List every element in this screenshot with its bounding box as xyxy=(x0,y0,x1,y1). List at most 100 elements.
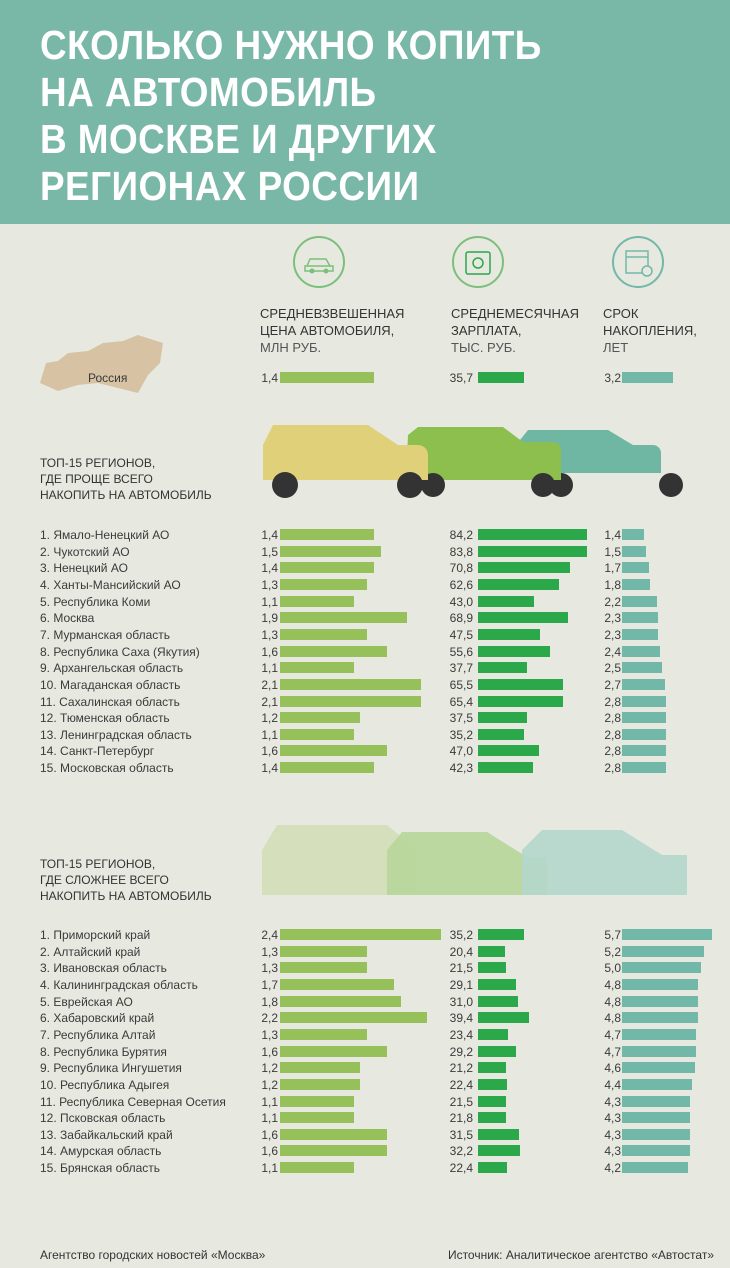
price-bar xyxy=(280,712,361,724)
salary-bar xyxy=(478,962,506,974)
price-bar xyxy=(280,662,354,674)
price-value: 1,3 xyxy=(261,627,278,642)
price-bar xyxy=(280,695,421,707)
salary-bar xyxy=(478,529,588,540)
salary-value: 21,5 xyxy=(449,1094,473,1109)
salary-value: 47,5 xyxy=(449,627,473,642)
salary-bar xyxy=(478,1028,509,1040)
term-value: 4,3 xyxy=(604,1111,621,1126)
salary-bar xyxy=(478,1012,530,1024)
term-bar xyxy=(622,578,651,590)
term-bar xyxy=(622,662,662,674)
term-bar xyxy=(622,612,659,624)
salary-value: 39,4 xyxy=(449,1011,473,1026)
price-value: 1,6 xyxy=(261,644,278,659)
salary-value: 35,2 xyxy=(449,928,473,942)
price-value: 1,6 xyxy=(261,1144,278,1159)
term-value: 2,3 xyxy=(604,611,621,626)
term-bar xyxy=(622,745,667,757)
salary-value: 21,5 xyxy=(449,961,473,976)
region-label: 7. Мурманская область xyxy=(40,627,171,642)
region-label: 8. Республика Саха (Якутия) xyxy=(40,644,200,659)
salary-value: 35,2 xyxy=(449,727,473,742)
column-header-price: СРЕДНЕВЗВЕШЕННАЯ ЦЕНА АВТОМОБИЛЯ, МЛН РУБ… xyxy=(260,306,405,355)
calendar-icon xyxy=(612,236,664,288)
price-bar xyxy=(280,995,401,1007)
term-bar xyxy=(622,762,667,774)
section-title-easiest: ТОП-15 РЕГИОНОВ, ГДЕ ПРОЩЕ ВСЕГО НАКОПИТ… xyxy=(40,456,212,502)
term-bar xyxy=(622,962,701,974)
region-label: 10. Республика Адыгея xyxy=(40,1077,170,1092)
term-bar xyxy=(622,1162,689,1174)
term-value: 5,2 xyxy=(604,944,621,959)
price-bar xyxy=(280,1145,388,1157)
salary-bar xyxy=(478,612,568,624)
salary-value: 68,9 xyxy=(449,611,473,626)
salary-bar xyxy=(478,1162,508,1174)
price-bar xyxy=(280,612,408,624)
term-value: 1,7 xyxy=(604,561,621,576)
salary-value: 29,2 xyxy=(449,1044,473,1059)
footer-source: Источник: Аналитическое агентство «Автос… xyxy=(447,1248,714,1262)
term-bar xyxy=(622,1095,690,1107)
price-bar xyxy=(280,1078,361,1090)
price-bar xyxy=(280,945,368,957)
term-bar xyxy=(622,628,659,640)
price-bar xyxy=(280,1112,354,1124)
price-bar xyxy=(280,1012,428,1024)
region-label: 8. Республика Бурятия xyxy=(40,1044,167,1059)
salary-value: 62,6 xyxy=(449,577,473,592)
term-bar xyxy=(622,1045,697,1057)
page-title: СКОЛЬКО НУЖНО КОПИТЬ НА АВТОМОБИЛЬ В МОС… xyxy=(40,22,542,209)
term-bar xyxy=(622,529,645,540)
term-bar xyxy=(622,1128,690,1140)
price-value: 2,2 xyxy=(261,1011,278,1026)
term-bar xyxy=(622,645,660,657)
term-value: 4,3 xyxy=(604,1094,621,1109)
price-bar xyxy=(280,745,388,757)
term-bar xyxy=(622,945,705,957)
price-value: 1,1 xyxy=(261,1094,278,1109)
price-value: 1,1 xyxy=(261,1161,278,1176)
footer-agency: Агентство городских новостей «Москва» xyxy=(40,1248,266,1262)
price-value: 1,3 xyxy=(261,1027,278,1042)
term-value: 4,6 xyxy=(604,1061,621,1076)
region-label: 5. Республика Коми xyxy=(40,594,151,609)
salary-bar xyxy=(478,1078,508,1090)
price-bar xyxy=(280,645,388,657)
salary-value: 22,4 xyxy=(449,1161,473,1176)
russia-map-icon xyxy=(40,335,163,393)
region-label: 4. Калининградская область xyxy=(40,977,198,992)
region-label: 15. Московская область xyxy=(40,761,174,776)
wallet-icon xyxy=(452,236,504,288)
price-value: 1,2 xyxy=(261,711,278,726)
salary-bar xyxy=(478,995,519,1007)
price-bar xyxy=(280,1162,354,1174)
term-value: 1,4 xyxy=(604,528,621,542)
cars-silhouette-illustration xyxy=(262,825,687,895)
salary-value: 22,4 xyxy=(449,1077,473,1092)
salary-value: 55,6 xyxy=(449,644,473,659)
price-value: 2,1 xyxy=(261,694,278,709)
term-bar xyxy=(622,1028,697,1040)
salary-value: 84,2 xyxy=(449,528,473,542)
region-label: 3. Ивановская область xyxy=(40,961,167,976)
term-value: 4,2 xyxy=(604,1161,621,1176)
term-bar xyxy=(622,1145,690,1157)
salary-bar xyxy=(478,595,534,607)
region-label: 4. Ханты-Мансийский АО xyxy=(40,577,181,592)
price-value: 1,4 xyxy=(261,371,278,385)
region-label: 11. Республика Северная Осетия xyxy=(40,1094,226,1109)
region-label: 14. Амурская область xyxy=(40,1144,162,1159)
salary-bar xyxy=(478,678,564,690)
salary-value: 20,4 xyxy=(449,944,473,959)
salary-bar xyxy=(478,545,587,557)
term-value: 2,8 xyxy=(604,694,621,709)
term-bar xyxy=(622,1112,690,1124)
price-value: 1,6 xyxy=(261,1044,278,1059)
term-value: 4,8 xyxy=(604,994,621,1009)
salary-value: 21,8 xyxy=(449,1111,473,1126)
region-label: 1. Приморский край xyxy=(40,928,151,942)
salary-bar xyxy=(478,745,540,757)
salary-value: 21,2 xyxy=(449,1061,473,1076)
